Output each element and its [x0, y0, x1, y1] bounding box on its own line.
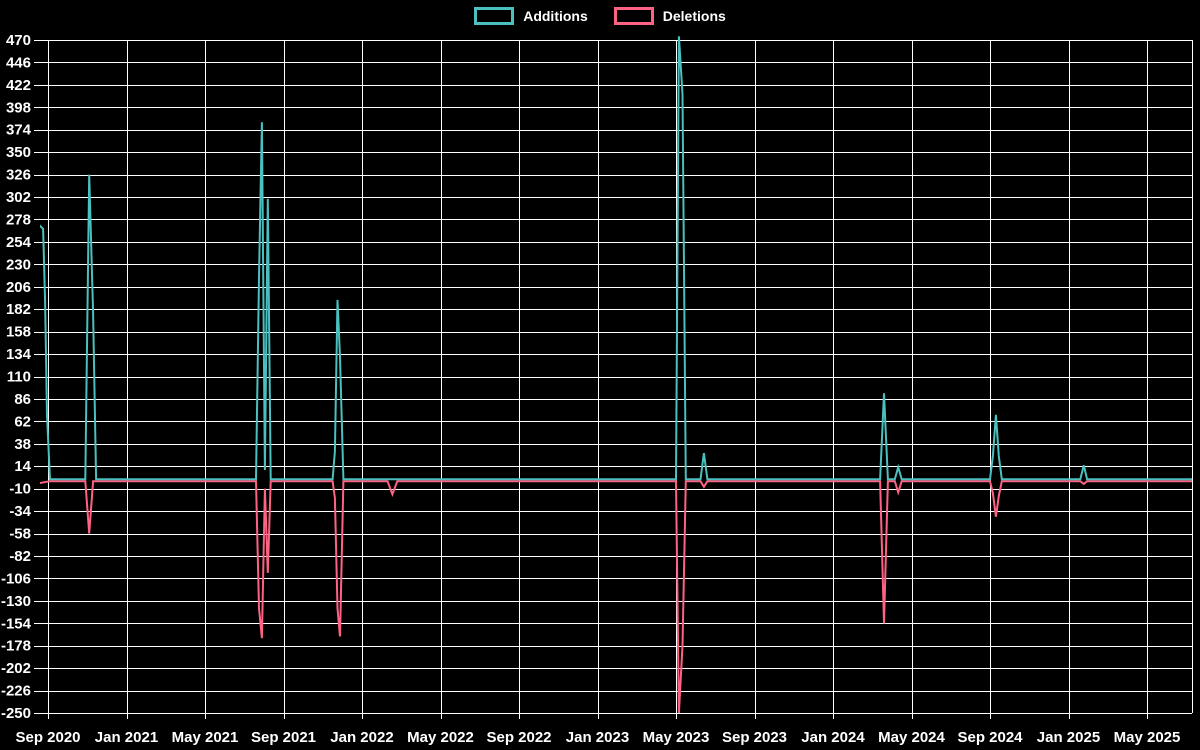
y-tick-label: 182 [6, 301, 31, 318]
y-tick-label: 470 [6, 32, 31, 49]
x-tick-label: Sep 2020 [15, 729, 80, 746]
y-tick-label: 110 [7, 369, 31, 386]
deletions-swatch-icon [613, 7, 654, 25]
y-tick-label: 62 [14, 413, 31, 430]
x-tick-label: May 2023 [643, 729, 710, 746]
additions-swatch-icon [474, 7, 515, 25]
chart-legend: Additions Deletions [0, 7, 1200, 25]
y-tick-label: 398 [6, 99, 31, 116]
y-tick-label: -250 [1, 705, 31, 722]
y-tick-label: 446 [6, 54, 31, 71]
x-tick-label: Sep 2022 [486, 729, 551, 746]
y-tick-label: 422 [6, 77, 31, 94]
y-tick-label: -82 [9, 548, 31, 565]
y-tick-label: 86 [14, 391, 31, 408]
x-tick-label: Jan 2024 [801, 729, 865, 746]
y-tick-label: 134 [6, 346, 32, 363]
y-tick-label: 230 [6, 256, 31, 273]
legend-item-additions[interactable]: Additions [474, 7, 588, 25]
y-tick-label: 326 [6, 167, 31, 184]
y-tick-label: 302 [6, 189, 31, 206]
x-tick-label: Jan 2025 [1037, 729, 1100, 746]
grid-lines [34, 40, 1193, 719]
x-tick-label: Jan 2023 [566, 729, 629, 746]
legend-label-deletions: Deletions [662, 8, 726, 24]
axis-tick-labels: 470 446 422 398 374 350 326 302 278 254 230 206 182 1… [1, 32, 1180, 746]
y-tick-label: -202 [1, 660, 31, 677]
y-tick-label: 350 [6, 144, 31, 161]
x-tick-label: May 2024 [878, 729, 945, 746]
x-tick-label: Jan 2021 [95, 729, 158, 746]
y-tick-label: 254 [6, 234, 32, 251]
y-tick-label: -58 [9, 526, 31, 543]
y-tick-label: 38 [14, 436, 31, 453]
y-tick-label: 374 [6, 122, 32, 139]
x-tick-label: May 2021 [172, 729, 239, 746]
x-tick-label: Sep 2024 [957, 729, 1023, 746]
legend-label-additions: Additions [523, 8, 588, 24]
y-tick-label: 278 [6, 211, 31, 228]
x-tick-label: May 2022 [407, 729, 474, 746]
series-line-additions [40, 36, 1192, 481]
y-tick-label: -130 [1, 593, 31, 610]
series-line-deletions [40, 480, 1192, 714]
y-tick-label: 206 [6, 279, 31, 296]
y-tick-label: -178 [1, 638, 31, 655]
y-tick-label: -226 [1, 683, 31, 700]
y-tick-label: -154 [1, 615, 32, 632]
x-tick-label: Jan 2022 [330, 729, 393, 746]
x-tick-label: Sep 2021 [251, 729, 316, 746]
x-tick-label: May 2025 [1114, 729, 1181, 746]
legend-item-deletions[interactable]: Deletions [613, 7, 726, 25]
y-tick-label: -10 [9, 481, 31, 498]
x-tick-label: Sep 2023 [722, 729, 787, 746]
y-tick-label: 14 [14, 458, 31, 475]
y-tick-label: -106 [1, 570, 31, 587]
y-tick-label: -34 [9, 503, 31, 520]
y-tick-label: 158 [6, 324, 31, 341]
